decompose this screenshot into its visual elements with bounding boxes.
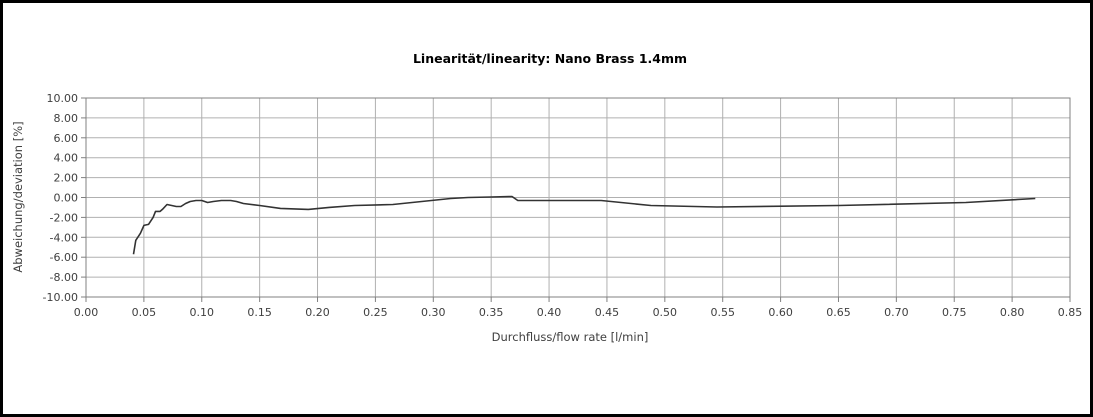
y-tick-label: -6.00 (50, 251, 78, 264)
y-tick-label: 2.00 (54, 172, 79, 185)
x-tick-labels: 0.00 0.05 0.10 0.15 0.20 0.25 0.30 0.35 0.40 0.45… (74, 306, 1083, 319)
frame-gap (1080, 3, 1090, 414)
y-axis-label: Abweichung/deviation [%] (11, 121, 25, 272)
x-tick-label: 0.00 (74, 306, 99, 319)
x-tick-label: 0.30 (421, 306, 446, 319)
x-tick-label: 0.35 (479, 306, 504, 319)
x-tick-label: 0.15 (247, 306, 272, 319)
x-tick-label: 0.75 (942, 306, 967, 319)
x-tick-label: 0.10 (190, 306, 215, 319)
deviation-line (132, 195, 1036, 255)
y-tick-label: 10.00 (47, 92, 79, 105)
x-tick-label: 0.85 (1058, 306, 1083, 319)
x-tick-label: 0.45 (595, 306, 620, 319)
grid-lines (85, 97, 1071, 298)
y-tick-label: -8.00 (50, 271, 78, 284)
y-tick-label: 8.00 (54, 112, 79, 125)
x-tick-label: 0.50 (653, 306, 678, 319)
x-tick-label: 0.20 (305, 306, 330, 319)
y-tick-label: 6.00 (54, 132, 79, 145)
x-tick-label: 0.80 (1000, 306, 1025, 319)
x-tick-label: 0.55 (710, 306, 735, 319)
x-tick-label: 0.70 (884, 306, 909, 319)
y-tick-label: -2.00 (50, 211, 78, 224)
y-tick-label: 0.00 (54, 192, 79, 205)
x-tick-label: 0.40 (537, 306, 562, 319)
x-axis-label: Durchfluss/flow rate [l/min] (492, 330, 649, 344)
axes (81, 97, 1071, 302)
y-tick-label: -10.00 (43, 291, 78, 304)
x-tick-label: 0.65 (826, 306, 851, 319)
x-tick-label: 0.05 (132, 306, 157, 319)
y-tick-labels: 10.00 8.00 6.00 4.00 2.00 0.00 -2.00 -4.00 -6.00… (43, 92, 78, 304)
chart-title: Linearität/linearity: Nano Brass 1.4mm (413, 51, 687, 66)
plot-area-border (85, 97, 1071, 298)
x-tick-label: 0.60 (768, 306, 793, 319)
y-tick-label: 4.00 (54, 152, 79, 165)
y-tick-label: -4.00 (50, 231, 78, 244)
x-tick-label: 0.25 (363, 306, 388, 319)
